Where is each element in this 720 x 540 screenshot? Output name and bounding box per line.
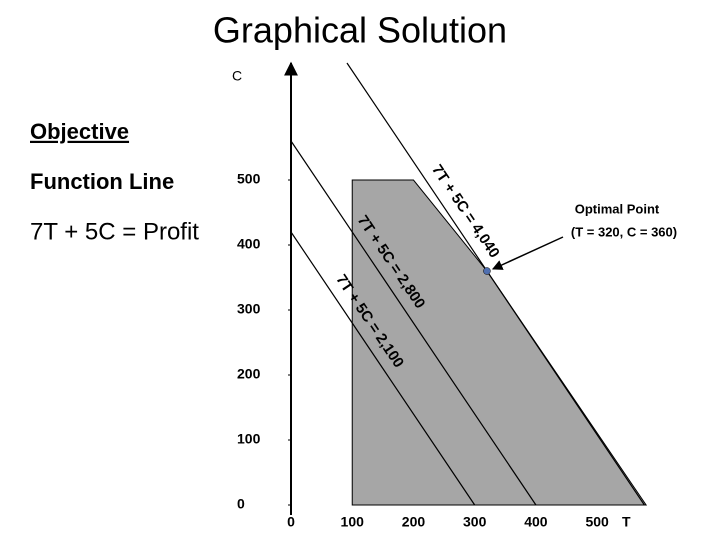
y-tick-label: 100 bbox=[237, 431, 261, 447]
x-tick-label: 100 bbox=[341, 514, 365, 530]
y-axis-label: C bbox=[232, 68, 242, 84]
optimal-point bbox=[483, 267, 491, 275]
feasible-region bbox=[351, 179, 648, 506]
side-text: Function Line bbox=[30, 169, 174, 194]
x-axis-label: T bbox=[622, 514, 631, 530]
title: Graphical Solution bbox=[213, 10, 507, 51]
objective-line bbox=[290, 231, 476, 506]
side-text: Objective bbox=[30, 119, 129, 144]
y-tick-label: 400 bbox=[237, 236, 261, 252]
x-tick-label: 500 bbox=[585, 514, 609, 530]
optimal-arrow bbox=[491, 236, 564, 270]
x-tick-label: 200 bbox=[402, 514, 426, 530]
y-tick-label: 0 bbox=[237, 496, 245, 512]
x-tick-label: 0 bbox=[287, 514, 295, 530]
objective-line bbox=[346, 62, 645, 506]
side-text: 7T + 5C = Profit bbox=[30, 218, 199, 245]
y-tick-label: 200 bbox=[237, 366, 261, 382]
objective-line bbox=[290, 140, 537, 506]
x-tick-label: 300 bbox=[463, 514, 487, 530]
x-tick-label: 400 bbox=[524, 514, 548, 530]
optimal-label: Optimal Point bbox=[575, 201, 660, 216]
optimal-label: (T = 320, C = 360) bbox=[571, 224, 677, 239]
y-tick-label: 300 bbox=[237, 301, 261, 317]
y-tick-label: 500 bbox=[237, 171, 261, 187]
